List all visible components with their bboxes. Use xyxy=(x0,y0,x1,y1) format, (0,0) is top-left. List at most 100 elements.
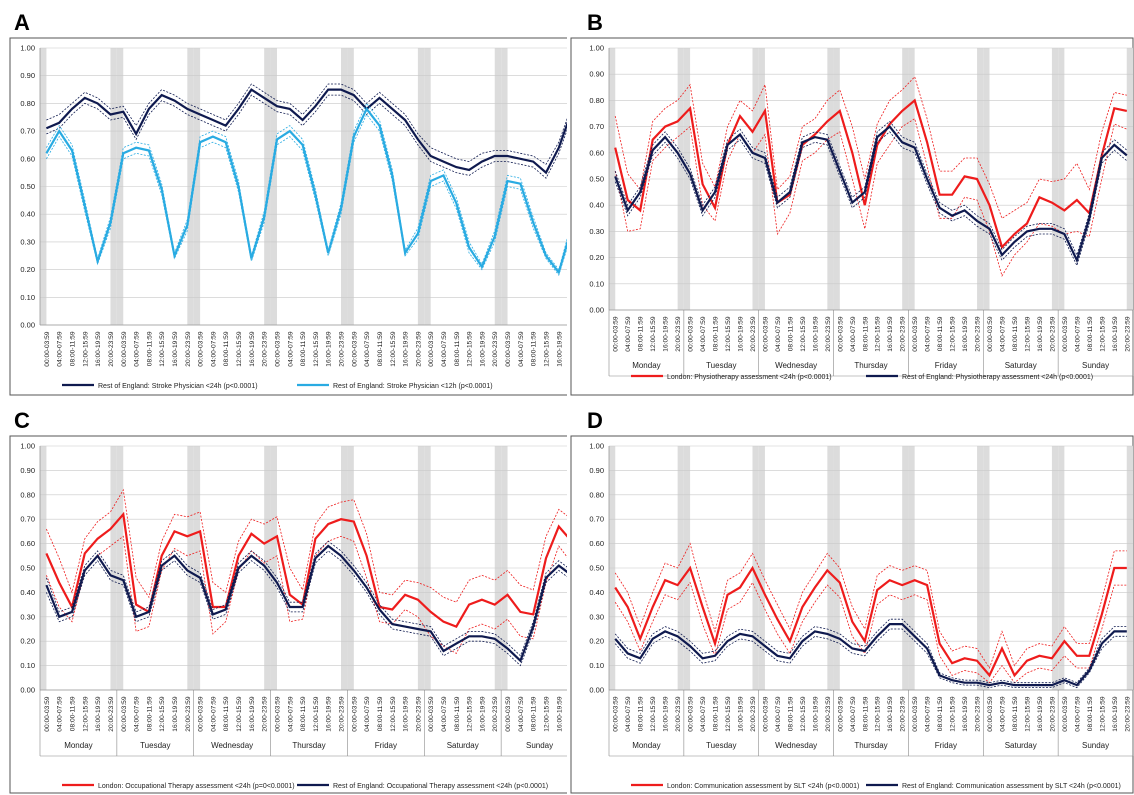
x-tick-label: 12:00-15:59 xyxy=(159,696,166,732)
y-tick-label: 0.30 xyxy=(20,237,35,246)
y-tick-label: 0.80 xyxy=(20,490,35,499)
x-tick-label: 04:00-07:59 xyxy=(850,696,857,732)
x-tick-label: 12:00-15:59 xyxy=(1099,696,1106,732)
day-label: Wednesday xyxy=(775,741,817,750)
y-tick-label: 0.40 xyxy=(20,588,35,597)
x-tick-label: 00:00-03:59 xyxy=(837,316,844,352)
x-tick-label: 16:00-19:59 xyxy=(887,316,894,352)
x-tick-label: 12:00-15:59 xyxy=(725,696,732,732)
x-tick-label: 16:00-19:59 xyxy=(1037,696,1044,732)
x-tick-label: 04:00-07:59 xyxy=(287,331,294,367)
y-tick-label: 1.00 xyxy=(20,44,35,53)
day-label: Friday xyxy=(935,361,957,370)
series-line xyxy=(46,109,567,273)
x-tick-label: 08:00-11:59 xyxy=(638,696,645,731)
x-tick-label: 16:00-19:59 xyxy=(663,316,670,352)
x-tick-label: 00:00-03:59 xyxy=(351,331,358,367)
day-label: Tuesday xyxy=(706,741,736,750)
x-tick-label: 16:00-19:59 xyxy=(1112,696,1119,732)
x-tick-label: 12:00-15:59 xyxy=(313,696,320,732)
x-tick-label: 12:00-15:59 xyxy=(950,696,957,732)
x-tick-label: 12:00-15:59 xyxy=(82,696,89,732)
y-tick-label: 0.00 xyxy=(589,306,604,315)
y-tick-label: 0.20 xyxy=(20,637,35,646)
x-tick-label: 00:00-03:59 xyxy=(44,331,51,367)
day-label: Monday xyxy=(632,361,660,370)
x-tick-label: 08:00-11:59 xyxy=(377,696,384,731)
x-tick-label: 20:00-23:59 xyxy=(975,696,982,732)
series-line xyxy=(615,624,1127,685)
x-tick-label: 04:00-07:59 xyxy=(210,331,217,367)
y-tick-label: 0.80 xyxy=(589,490,604,499)
day-label: Friday xyxy=(375,741,397,750)
chart-d: D0.000.100.200.300.400.500.600.700.800.9… xyxy=(567,398,1134,795)
x-tick-label: 00:00-03:59 xyxy=(428,331,435,367)
x-tick-label: 20:00-23:59 xyxy=(492,696,499,732)
x-tick-label: 12:00-15:59 xyxy=(159,331,166,367)
x-tick-label: 16:00-19:59 xyxy=(95,331,102,367)
x-tick-label: 00:00-03:59 xyxy=(198,696,205,732)
day-label: Saturday xyxy=(1005,361,1037,370)
day-label: Tuesday xyxy=(140,741,170,750)
day-label: Sunday xyxy=(1082,741,1109,750)
x-tick-label: 08:00-11:59 xyxy=(1012,696,1019,731)
x-tick-label: 04:00-07:59 xyxy=(625,696,632,732)
x-tick-label: 16:00-19:59 xyxy=(556,696,563,732)
x-tick-label: 08:00-11:59 xyxy=(1012,316,1019,351)
x-tick-label: 20:00-23:59 xyxy=(185,696,192,732)
x-tick-label: 04:00-07:59 xyxy=(850,316,857,352)
x-tick-label: 04:00-07:59 xyxy=(925,696,932,732)
legend-entry: Rest of England: Stroke Physician <24h (… xyxy=(98,383,258,390)
x-tick-label: 12:00-15:59 xyxy=(543,696,550,732)
x-tick-label: 04:00-07:59 xyxy=(441,331,448,367)
y-tick-label: 0.10 xyxy=(589,279,604,288)
x-tick-label: 08:00-11:59 xyxy=(862,696,869,731)
x-tick-label: 00:00-03:59 xyxy=(121,331,128,367)
x-tick-label: 16:00-19:59 xyxy=(962,696,969,732)
x-tick-label: 16:00-19:59 xyxy=(812,316,819,352)
x-tick-label: 20:00-23:59 xyxy=(262,696,269,732)
x-tick-label: 00:00-03:59 xyxy=(351,696,358,732)
day-label: Monday xyxy=(632,741,660,750)
x-tick-label: 20:00-23:59 xyxy=(1049,696,1056,732)
x-tick-label: 00:00-03:59 xyxy=(912,316,919,352)
y-tick-label: 0.70 xyxy=(20,127,35,136)
x-tick-label: 04:00-07:59 xyxy=(210,696,217,732)
x-tick-label: 12:00-15:59 xyxy=(236,331,243,367)
x-tick-label: 08:00-11:59 xyxy=(713,316,720,351)
x-tick-label: 20:00-23:59 xyxy=(825,316,832,352)
y-tick-label: 0.40 xyxy=(20,210,35,219)
x-tick-label: 12:00-15:59 xyxy=(950,316,957,352)
x-tick-label: 12:00-15:59 xyxy=(236,696,243,732)
x-tick-label: 08:00-11:59 xyxy=(937,316,944,351)
x-tick-label: 04:00-07:59 xyxy=(775,316,782,352)
x-tick-label: 08:00-11:59 xyxy=(787,696,794,731)
x-tick-label: 08:00-11:59 xyxy=(70,331,77,366)
x-tick-label: 04:00-07:59 xyxy=(364,696,371,732)
x-tick-label: 12:00-15:59 xyxy=(725,316,732,352)
x-tick-label: 08:00-11:59 xyxy=(300,331,307,366)
y-tick-label: 0.60 xyxy=(20,154,35,163)
x-tick-label: 04:00-07:59 xyxy=(775,696,782,732)
x-tick-label: 20:00-23:59 xyxy=(339,696,346,732)
day-label: Thursday xyxy=(854,361,887,370)
x-tick-label: 16:00-19:59 xyxy=(812,696,819,732)
series-line xyxy=(615,127,1127,261)
series-line xyxy=(46,514,567,626)
x-tick-label: 12:00-15:59 xyxy=(875,316,882,352)
x-tick-label: 12:00-15:59 xyxy=(467,696,474,732)
x-tick-label: 08:00-11:59 xyxy=(787,316,794,351)
x-tick-label: 12:00-15:59 xyxy=(650,696,657,732)
legend-entry: London: Occupational Therapy assessment … xyxy=(98,783,295,790)
x-tick-label: 08:00-11:59 xyxy=(937,696,944,731)
day-label: Saturday xyxy=(1005,741,1037,750)
x-tick-label: 08:00-11:59 xyxy=(454,696,461,731)
x-tick-label: 20:00-23:59 xyxy=(1124,696,1131,732)
y-tick-label: 0.30 xyxy=(589,612,604,621)
x-tick-label: 04:00-07:59 xyxy=(1000,316,1007,352)
x-tick-label: 00:00-03:59 xyxy=(987,696,994,732)
x-tick-label: 20:00-23:59 xyxy=(339,331,346,367)
x-tick-label: 08:00-11:59 xyxy=(146,331,153,366)
x-tick-label: 08:00-11:59 xyxy=(377,331,384,366)
y-tick-label: 0.20 xyxy=(20,265,35,274)
